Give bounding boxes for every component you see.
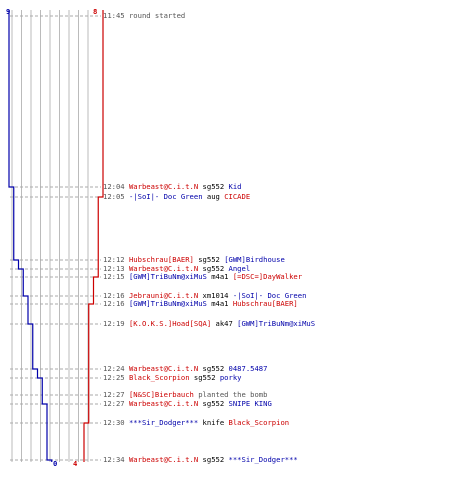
- event-row: 12:13 Warbeast@C.i.t.N sg552 Angel: [103, 265, 250, 273]
- weapon-name: knife: [202, 418, 225, 427]
- event-time: 12:16: [103, 291, 125, 300]
- event-row: 12:27 Warbeast@C.i.t.N sg552 SNIPE KING: [103, 400, 272, 408]
- weapon-name: sg552: [202, 399, 225, 408]
- event-row: 12:34 Warbeast@C.i.t.N sg552 ***Sir_Dodg…: [103, 456, 298, 464]
- killer-name: ***Sir_Dodger***: [128, 418, 199, 427]
- weapon-name: m4a1: [211, 299, 229, 308]
- event-time: 12:15: [103, 272, 125, 281]
- killer-name: Warbeast@C.i.t.N: [128, 264, 199, 273]
- red-end-count: 4: [73, 459, 78, 468]
- victim-name: [GWM]TriBuNm@xiMuS: [237, 319, 316, 328]
- event-row: 12:15 [GWM]TriBuNm@xiMuS m4a1 [=DSC=]Day…: [103, 273, 302, 281]
- killer-name: Black_Scorpion: [128, 373, 190, 382]
- event-time: 12:04: [103, 182, 125, 191]
- red-start-count: 8: [93, 7, 98, 16]
- killer-name: [GWM]TriBuNm@xiMuS: [128, 299, 207, 308]
- event-time: 12:13: [103, 264, 125, 273]
- blue-start-count: 9: [6, 7, 11, 16]
- event-time: 12:16: [103, 299, 125, 308]
- event-time: 11:45: [103, 11, 125, 20]
- event-time: 12:27: [103, 390, 125, 399]
- bomb-actor: [N&SC]Bierbauch: [128, 390, 194, 399]
- killer-name: Warbeast@C.i.t.N: [128, 399, 199, 408]
- event-time: 12:24: [103, 364, 125, 373]
- weapon-name: aug: [206, 192, 220, 201]
- victim-name: 0487.5487: [228, 364, 268, 373]
- killer-name: [K.O.K.S.]Hoad[SQA]: [128, 319, 212, 328]
- event-note: round started: [128, 11, 186, 20]
- event-row: 12:19 [K.O.K.S.]Hoad[SQA] ak47 [GWM]TriB…: [103, 320, 315, 328]
- event-time: 12:27: [103, 399, 125, 408]
- event-time: 12:19: [103, 319, 125, 328]
- event-row: 12:30 ***Sir_Dodger*** knife Black_Scorp…: [103, 419, 289, 427]
- blue-end-count: 0: [53, 459, 58, 468]
- victim-name: Hubschrau[BAER]: [232, 299, 298, 308]
- weapon-name: ak47: [215, 319, 233, 328]
- victim-name: SNIPE KING: [228, 399, 272, 408]
- killer-name: Hubschrau[BAER]: [128, 255, 194, 264]
- event-row: 12:12 Hubschrau[BAER] sg552 [GWM]Birdhou…: [103, 256, 285, 264]
- victim-name: -|SoI|- Doc Green: [232, 291, 307, 300]
- event-row: 12:05 -|SoI|- Doc Green aug CICADE: [103, 193, 250, 201]
- victim-name: ***Sir_Dodger***: [228, 455, 298, 464]
- killer-name: Warbeast@C.i.t.N: [128, 455, 199, 464]
- victim-name: CICADE: [224, 192, 251, 201]
- weapon-name: m4a1: [211, 272, 229, 281]
- killer-name: [GWM]TriBuNm@xiMuS: [128, 272, 207, 281]
- weapon-name: sg552: [202, 455, 225, 464]
- event-row: 12:24 Warbeast@C.i.t.N sg552 0487.5487: [103, 365, 267, 373]
- weapon-name: sg552: [202, 182, 225, 191]
- victim-name: porky: [219, 373, 242, 382]
- killer-name: Warbeast@C.i.t.N: [128, 364, 199, 373]
- weapon-name: sg552: [193, 373, 216, 382]
- killer-name: Warbeast@C.i.t.N: [128, 182, 199, 191]
- weapon-name: sg552: [202, 264, 225, 273]
- victim-name: Black_Scorpion: [228, 418, 290, 427]
- weapon-name: sg552: [198, 255, 220, 264]
- bomb-note: planted the bomb: [198, 390, 268, 399]
- event-row: 12:04 Warbeast@C.i.t.N sg552 Kid: [103, 183, 242, 191]
- weapon-name: sg552: [202, 364, 225, 373]
- red-team-count-line: [83, 10, 104, 462]
- event-row: 11:45 round started: [103, 12, 185, 20]
- event-time: 12:05: [103, 192, 125, 201]
- event-row: 12:27 [N&SC]Bierbauch planted the bomb: [103, 391, 267, 399]
- event-row: 12:25 Black_Scorpion sg552 porky: [103, 374, 242, 382]
- event-time: 12:30: [103, 418, 125, 427]
- event-time: 12:25: [103, 373, 125, 382]
- victim-name: [=DSC=]DayWalker: [232, 272, 303, 281]
- blue-team-count-line: [8, 10, 53, 462]
- event-row: 12:16 [GWM]TriBuNm@xiMuS m4a1 Hubschrau[…: [103, 300, 298, 308]
- victim-name: Angel: [228, 264, 251, 273]
- victim-name: Kid: [228, 182, 242, 191]
- killer-name: Jebrauni@C.i.t.N: [128, 291, 199, 300]
- event-time: 12:34: [103, 455, 125, 464]
- weapon-name: xm1014: [202, 291, 229, 300]
- victim-name: [GWM]Birdhouse: [224, 255, 285, 264]
- killer-name: -|SoI|- Doc Green: [128, 192, 203, 201]
- event-time: 12:12: [103, 255, 125, 264]
- event-row: 12:16 Jebrauni@C.i.t.N xm1014 -|SoI|- Do…: [103, 292, 306, 300]
